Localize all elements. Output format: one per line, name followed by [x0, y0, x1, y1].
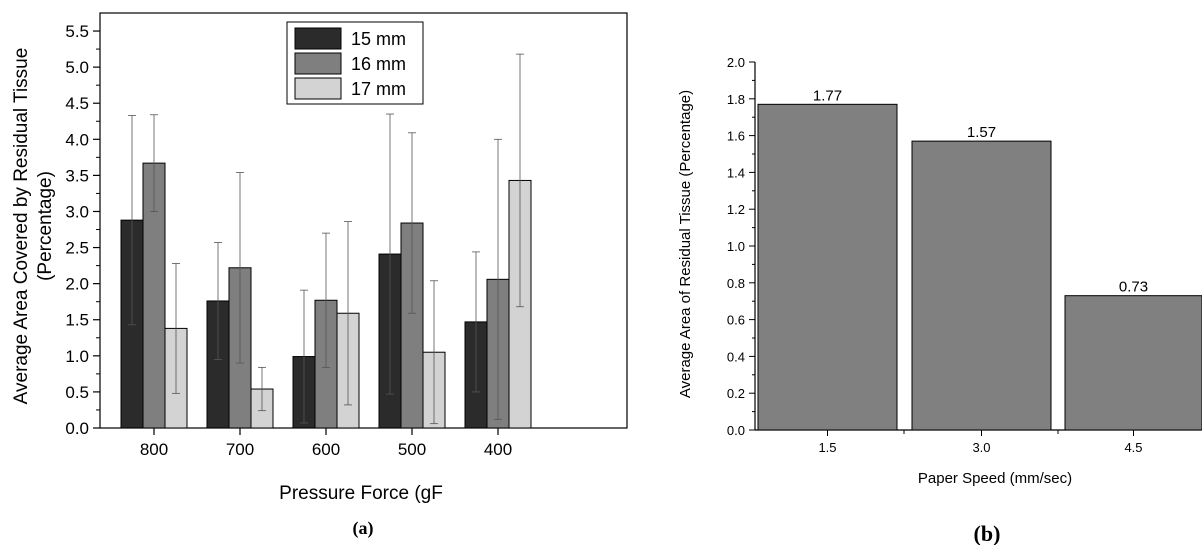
chart-a-legend-swatch — [294, 77, 342, 100]
chart-a-xtick-label: 700 — [226, 440, 254, 459]
chart-b-bar — [757, 103, 898, 431]
chart-a-ytick-label: 5.0 — [65, 58, 89, 77]
chart-b-panel-label: (b) — [974, 521, 1001, 545]
chart-b-bar — [1064, 295, 1202, 431]
chart-b: 0.0 0.2 0.4 0.6 0.8 1.0 1.2 1.4 1.6 1.8 2.0 1.77 1.5… — [677, 55, 1202, 545]
chart-a-ytick-label: 1.0 — [65, 347, 89, 366]
chart-a-xlabel: Pressure Force (gF — [279, 483, 443, 504]
chart-b-xlabel: Paper Speed (mm/sec) — [918, 470, 1072, 487]
chart-b-data-label: 0.73 — [1119, 279, 1148, 296]
chart-a: 0.0 0.5 1.0 1.5 2.0 2.5 3.0 3.5 4.0 4.5 5.0 5.5 800 7… — [11, 12, 628, 539]
chart-a-legend-label: 17 mm — [351, 79, 406, 99]
chart-b-ytick-label: 1.4 — [727, 165, 745, 180]
chart-a-ytick-label: 0.5 — [65, 383, 89, 402]
chart-a-ytick-label: 5.5 — [65, 22, 89, 41]
chart-a-ytick-label: 0.0 — [65, 419, 89, 438]
chart-b-plot-area: 0.0 0.2 0.4 0.6 0.8 1.0 1.2 1.4 1.6 1.8 2.0 1.77 1.5… — [727, 55, 1202, 455]
chart-b-ytick-label: 1.2 — [727, 202, 745, 217]
chart-a-ylabel-line1: Average Area Covered by Residual Tissue — [11, 48, 32, 405]
chart-a-ylabel-line2: (Percentage) — [35, 171, 56, 281]
chart-a-ytick-label: 4.5 — [65, 94, 89, 113]
chart-a-xtick-label: 600 — [312, 440, 340, 459]
chart-b-xtick-label: 1.5 — [818, 440, 836, 455]
chart-a-legend-label: 15 mm — [351, 29, 406, 49]
chart-a-xtick-label: 400 — [484, 440, 512, 459]
chart-a-ytick-label: 3.0 — [65, 202, 89, 221]
chart-a-panel-label: (a) — [353, 518, 374, 539]
chart-a-legend-swatch — [294, 52, 342, 75]
chart-a-ytick-label: 2.5 — [65, 239, 89, 258]
chart-a-legend-label: 16 mm — [351, 54, 406, 74]
chart-b-xtick-label: 4.5 — [1124, 440, 1142, 455]
chart-b-ytick-label: 0.8 — [727, 276, 745, 291]
chart-b-ytick-label: 0.6 — [727, 313, 745, 328]
chart-b-ytick-label: 0.4 — [727, 349, 745, 364]
chart-b-bar — [911, 140, 1052, 431]
chart-a-ytick-label: 4.0 — [65, 130, 89, 149]
chart-a-legend-swatch — [294, 27, 342, 50]
chart-b-ylabel: Average Area of Residual Tissue (Percent… — [677, 90, 694, 398]
chart-b-xtick-label: 3.0 — [972, 440, 990, 455]
chart-b-ytick-label: 0.2 — [727, 386, 745, 401]
chart-a-xtick-label: 800 — [140, 440, 168, 459]
chart-a-ytick-label: 1.5 — [65, 311, 89, 330]
chart-b-data-label: 1.77 — [813, 87, 842, 104]
chart-b-ytick-label: 1.8 — [727, 92, 745, 107]
chart-b-ytick-label: 1.6 — [727, 129, 745, 144]
chart-b-ytick-label: 0.0 — [727, 423, 745, 438]
chart-a-frame — [99, 12, 628, 429]
chart-a-ytick-label: 3.5 — [65, 166, 89, 185]
chart-a-xtick-label: 500 — [398, 440, 426, 459]
chart-a-plot-area: 0.0 0.5 1.0 1.5 2.0 2.5 3.0 3.5 4.0 4.5 5.0 5.5 800 7… — [65, 12, 628, 459]
chart-b-ytick-label: 2.0 — [727, 55, 745, 70]
chart-b-data-label: 1.57 — [967, 124, 996, 141]
chart-a-ytick-label: 2.0 — [65, 275, 89, 294]
chart-b-ytick-label: 1.0 — [727, 239, 745, 254]
